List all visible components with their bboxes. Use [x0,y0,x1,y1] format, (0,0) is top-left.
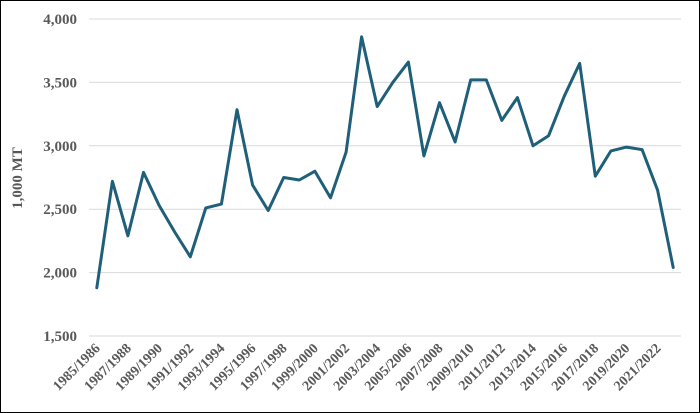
y-tick-label: 4,000 [43,12,77,28]
y-axis-ticks: 1,500 2,000 2,500 3,000 3,500 4,000 [43,12,77,345]
y-tick-label: 2,000 [43,266,77,282]
y-tick-label: 3,500 [43,75,77,91]
gridlines [89,18,681,337]
y-tick-label: 2,500 [43,202,77,218]
y-tick-label: 3,000 [43,139,77,155]
y-tick-label: 1,500 [43,329,77,345]
series-layer [95,35,675,290]
x-axis-ticks: 1985/19861987/19881989/19901991/19921993… [51,341,665,394]
series-line [95,35,675,290]
y-axis-title: 1,000 MT [10,147,26,209]
